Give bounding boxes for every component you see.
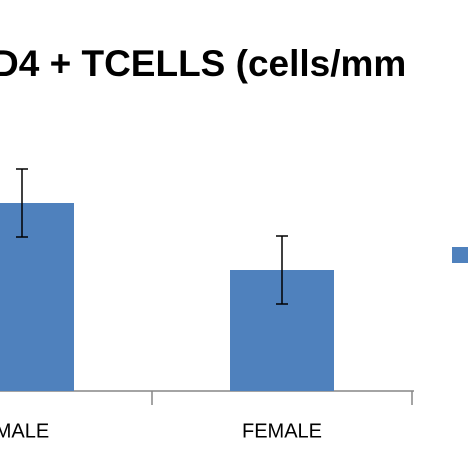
x-tick-label: MALE [0,420,49,442]
error-bar [276,235,288,305]
bar [0,203,74,391]
error-bar [16,168,28,238]
x-tick-label: FEMALE [242,420,322,442]
chart-title: D4 + TCELLS (cells/mm [0,43,406,84]
legend-swatch [452,247,468,263]
